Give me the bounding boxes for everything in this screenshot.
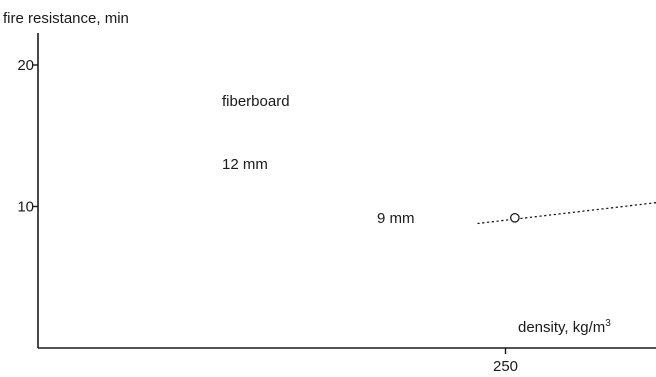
fiberboard-annotation: fiberboard: [222, 93, 290, 110]
points: [509, 212, 520, 223]
data-point-12mm: [509, 212, 520, 223]
axes: [37, 33, 656, 349]
series-label-12mm: 12 mm: [222, 156, 268, 173]
ticks: 25050075010001020: [17, 57, 518, 375]
y-tick-label: 10: [17, 199, 34, 216]
trendlines: [477, 202, 656, 225]
x-tick-label: 250: [493, 358, 518, 375]
series-label-9mm: 9 mm: [377, 210, 415, 227]
labels: fire resistance, min density, kg/m3 fibe…: [3, 10, 611, 336]
y-axis-title: fire resistance, min: [3, 10, 129, 27]
trendline-12mm: [477, 202, 656, 225]
x-axis-title: density, kg/m3: [518, 318, 611, 336]
y-tick-label: 20: [17, 57, 34, 74]
